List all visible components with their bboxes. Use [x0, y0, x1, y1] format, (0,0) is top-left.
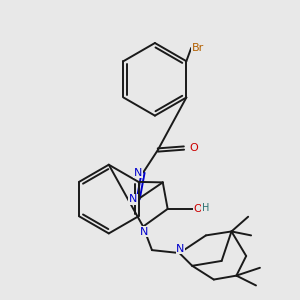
Text: N: N — [134, 168, 142, 178]
Text: O: O — [189, 143, 198, 153]
Text: H: H — [202, 203, 209, 213]
Text: N: N — [176, 244, 184, 254]
Text: N: N — [140, 227, 148, 237]
Text: Br: Br — [192, 43, 204, 53]
Text: N: N — [129, 194, 137, 204]
Text: O: O — [193, 204, 202, 214]
